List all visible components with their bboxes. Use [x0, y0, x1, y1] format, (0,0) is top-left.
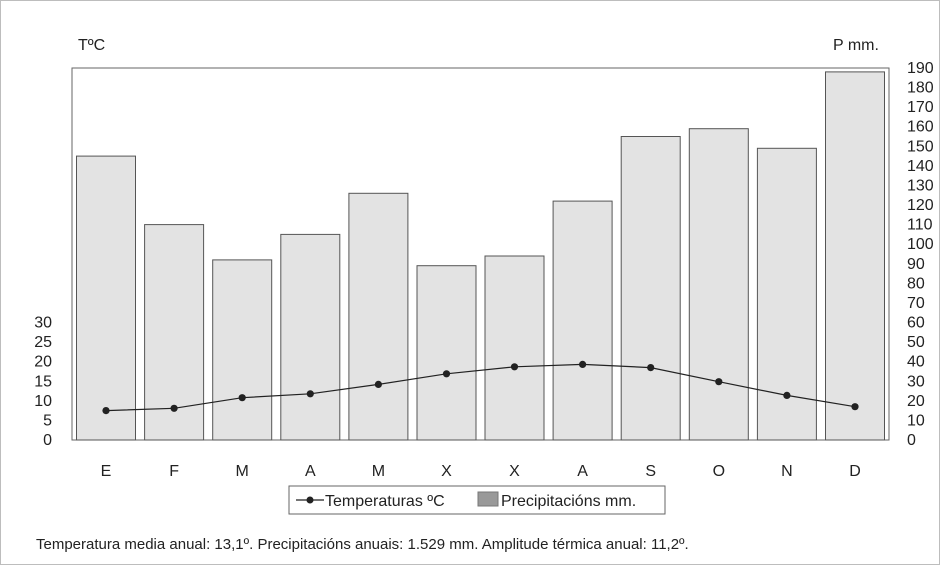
y-right-tick-label: 40 [907, 354, 925, 371]
temperature-point [715, 378, 723, 386]
y-right-tick-label: 50 [907, 334, 925, 351]
legend-line-marker [306, 496, 314, 504]
x-tick-label: M [372, 463, 385, 480]
precipitation-bar [348, 192, 409, 441]
y-right-tick-label: 170 [907, 99, 934, 116]
x-tick-label: M [236, 463, 249, 480]
y-right-tick-label: 70 [907, 295, 925, 312]
temperature-point [510, 363, 519, 371]
temperature-point [170, 404, 178, 412]
legend: Temperaturas ºC Precipitacións mm. [288, 485, 666, 515]
temperature-point [238, 394, 246, 402]
y-right-tick-label: 190 [907, 60, 934, 77]
x-tick-label: A [577, 463, 588, 480]
precipitation-bar [484, 255, 545, 441]
chart-caption: Temperatura media anual: 13,1º. Precipit… [36, 536, 689, 553]
x-tick-label: D [849, 463, 861, 480]
temperature-point [306, 390, 314, 398]
y-right-tick-label: 140 [907, 158, 934, 175]
y-right-tick-label: 90 [907, 256, 925, 273]
temperature-point [102, 407, 110, 415]
y-left-tick-label: 10 [34, 393, 52, 410]
y-right-tick-label: 30 [907, 373, 925, 390]
y-right-tick-label: 60 [907, 315, 925, 332]
y-right-axis-label: P mm. [833, 37, 879, 54]
y-left-tick-label: 0 [43, 432, 52, 449]
y-right-tick-label: 110 [907, 217, 933, 234]
y-right-tick-label: 120 [907, 197, 934, 214]
legend-bar-swatch [477, 491, 499, 507]
x-tick-label: S [645, 463, 656, 480]
precipitation-bar [620, 136, 681, 441]
y-right-tick-label: 130 [907, 178, 934, 195]
y-right-tick-label: 100 [907, 236, 934, 253]
precipitation-bar [688, 128, 749, 441]
y-left-tick-label: 5 [43, 412, 52, 429]
temperature-point [442, 370, 451, 378]
legend-temperature-label: Temperaturas ºC [325, 493, 445, 510]
precipitation-bar [756, 147, 817, 441]
x-tick-label: N [781, 463, 793, 480]
x-tick-label: O [713, 463, 725, 480]
legend-box [288, 485, 666, 515]
temperature-point [783, 391, 791, 399]
temperature-point [579, 360, 587, 368]
temperature-line [105, 363, 856, 412]
y-right-tick-label: 20 [907, 393, 925, 410]
temperature-point [374, 380, 382, 388]
y-right-tick-label: 0 [907, 432, 916, 449]
precipitation-bar [212, 259, 273, 441]
x-tick-label: X [509, 463, 520, 480]
y-left-tick-label: 30 [34, 315, 52, 332]
y-left-tick-label: 20 [34, 354, 52, 371]
y-left-tick-label: 15 [34, 373, 52, 390]
precipitation-bar [76, 155, 136, 441]
precipitation-bar [280, 233, 341, 441]
y-right-tick-label: 180 [907, 80, 934, 97]
precipitation-bar [416, 265, 477, 441]
precipitation-bar [825, 71, 885, 441]
y-left-tick-label: 25 [34, 334, 52, 351]
x-tick-label: X [441, 463, 452, 480]
temperature-point [647, 364, 655, 372]
temperature-point [851, 403, 859, 411]
precipitation-bar [552, 200, 613, 441]
y-right-tick-label: 160 [907, 119, 934, 136]
y-right-tick-label: 150 [907, 138, 934, 155]
y-left-axis-label: TºC [78, 37, 105, 54]
x-tick-label: A [305, 463, 316, 480]
x-tick-label: E [101, 463, 112, 480]
plot-area [71, 67, 890, 441]
x-tick-label: F [169, 463, 179, 480]
legend-precipitation-label: Precipitacións mm. [501, 493, 636, 510]
precipitation-bar [144, 224, 205, 441]
y-right-tick-label: 80 [907, 275, 925, 292]
y-right-tick-label: 10 [907, 412, 925, 429]
